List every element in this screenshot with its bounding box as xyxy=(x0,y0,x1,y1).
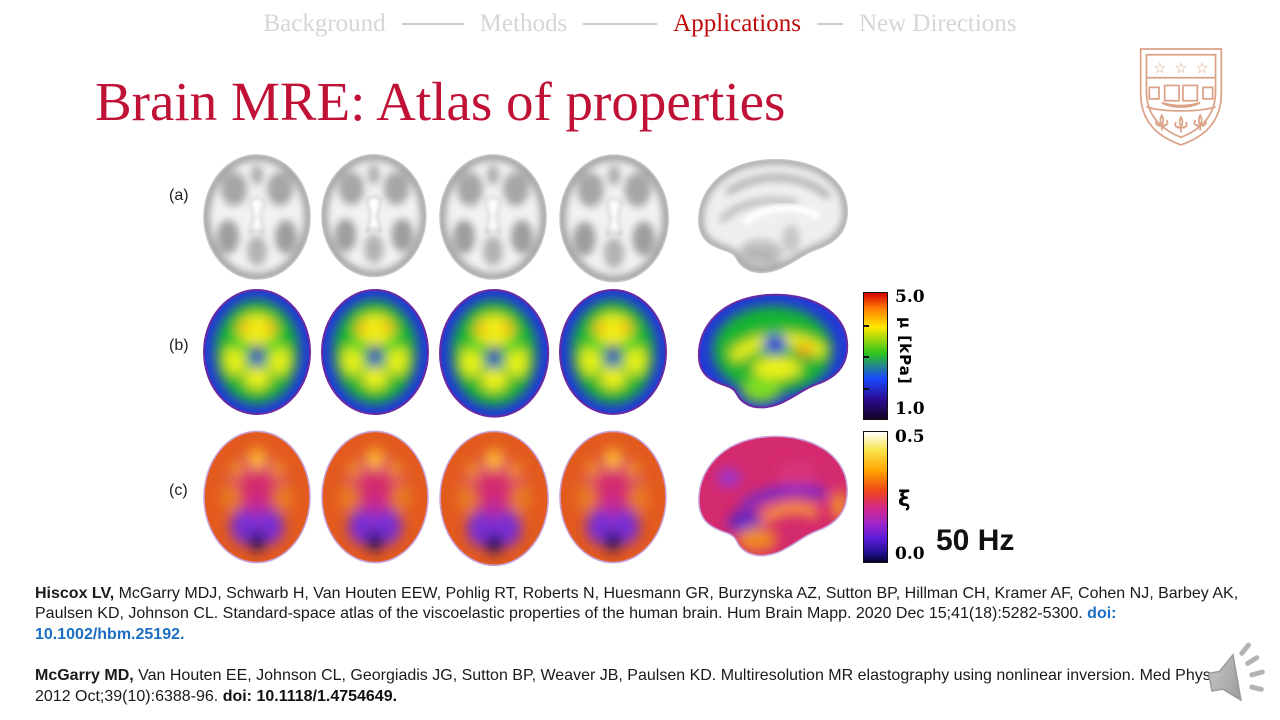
brain-axial-slice xyxy=(437,151,549,283)
nav-item-new-directions[interactable]: New Directions xyxy=(858,10,1017,37)
brain-row-anatomical xyxy=(195,150,855,284)
page-title: Brain MRE: Atlas of properties xyxy=(95,71,786,132)
brain-axial-slice xyxy=(201,286,313,418)
brain-row-damping xyxy=(195,424,855,570)
colorbar-mu-max: 5.0 xyxy=(895,287,925,307)
open-book-icon xyxy=(1148,84,1214,108)
speaker-cone xyxy=(1207,653,1242,702)
nav-separator xyxy=(583,23,658,25)
star-icon: ☆ xyxy=(1175,61,1188,77)
star-icon: ☆ xyxy=(1196,61,1209,77)
brain-axial-slice xyxy=(557,286,669,418)
citation-mcgarry: McGarry MD, Van Houten EE, Johnson CL, G… xyxy=(35,666,1247,707)
doi-text: doi: 10.1118/1.4754649. xyxy=(222,687,398,705)
brain-axial-slice xyxy=(319,286,431,418)
fleur-de-lis-icon xyxy=(1155,113,1207,133)
nav-separator xyxy=(401,23,464,25)
references-block: Hiscox LV, McGarry MDJ, Schwarb H, Van H… xyxy=(35,584,1247,707)
row-label-c: (c) xyxy=(169,482,188,499)
colorbar-damping xyxy=(863,431,888,563)
brain-sagittal-slice xyxy=(687,151,855,283)
colorbar-xi-max: 0.5 xyxy=(895,427,925,447)
colorbar-mu-min: 1.0 xyxy=(895,399,925,419)
brain-row-stiffness xyxy=(195,284,855,420)
brain-axial-slice xyxy=(437,427,551,569)
colorbar-mu-label: μ [kPa] xyxy=(896,317,914,385)
brain-axial-slice xyxy=(557,151,671,284)
brain-axial-slice xyxy=(201,427,313,567)
citation-lead-authors: McGarry MD, xyxy=(35,667,134,685)
frequency-label: 50 Hz xyxy=(936,524,1015,557)
citation-body: McGarry MDJ, Schwarb H, Van Houten EEW, … xyxy=(35,585,1239,623)
brain-axial-slice xyxy=(437,286,551,420)
nav-separator xyxy=(816,23,843,25)
brain-sagittal-slice xyxy=(687,286,855,418)
row-label-a: (a) xyxy=(169,187,189,204)
section-nav: Background Methods Applications New Dire… xyxy=(0,6,1280,42)
university-shield-logo: ☆ ☆ ☆ xyxy=(1139,48,1223,146)
star-icon: ☆ xyxy=(1153,61,1166,77)
nav-item-background[interactable]: Background xyxy=(263,10,386,37)
brain-axial-slice xyxy=(319,427,431,567)
speaker-audio-icon[interactable] xyxy=(1198,641,1270,715)
colorbar-xi-label: ξ xyxy=(898,487,911,511)
colorbar-xi-min: 0.0 xyxy=(895,544,925,564)
brain-axial-slice xyxy=(201,151,313,283)
citation-hiscox: Hiscox LV, McGarry MDJ, Schwarb H, Van H… xyxy=(35,584,1247,645)
nav-item-methods[interactable]: Methods xyxy=(479,10,568,37)
brain-axial-slice xyxy=(319,151,429,280)
doi-link[interactable]: doi: 10.1002/hbm.25192. xyxy=(35,605,1117,643)
brain-axial-slice xyxy=(557,427,669,567)
nav-item-applications[interactable]: Applications xyxy=(673,10,801,37)
colorbar-stiffness xyxy=(863,292,888,420)
citation-lead-authors: Hiscox LV, xyxy=(35,585,115,602)
citation-body: Van Houten EE, Johnson CL, Georgiadis JG… xyxy=(35,667,1216,705)
brain-sagittal-slice xyxy=(687,427,855,567)
sound-wave-lines xyxy=(1239,642,1265,692)
row-label-b: (b) xyxy=(169,337,189,354)
